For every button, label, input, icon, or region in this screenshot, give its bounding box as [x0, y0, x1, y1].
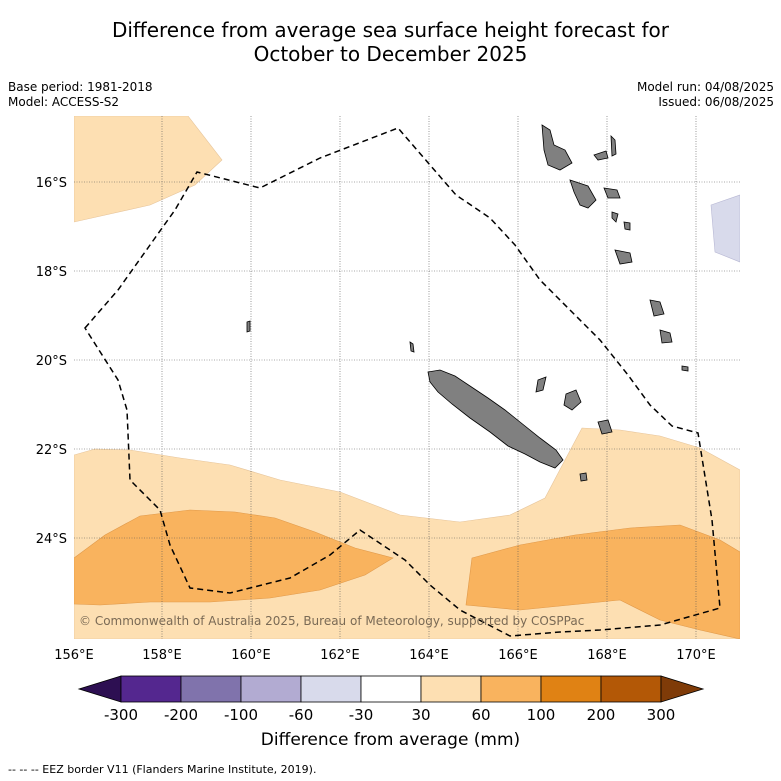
colorbar-tick-label: -200 [164, 706, 198, 724]
anomaly-contour-60-100-west [74, 509, 394, 606]
lon-label: 160°E [231, 648, 271, 663]
colorbar-tick-label: -300 [104, 706, 138, 724]
colorbar-tick-label: 100 [527, 706, 556, 724]
title-line-1: Difference from average sea surface heig… [111, 18, 670, 42]
eez-border [84, 127, 721, 637]
colorbar-tick-label: 300 [647, 706, 676, 724]
colorbar [77, 675, 705, 703]
colorbar-swatch [300, 675, 362, 703]
colorbar-swatch [420, 675, 482, 703]
colorbar-tick-labels: -300 -200 -100 -60 -30 30 60 100 200 300 [104, 706, 675, 724]
colorbar-swatch [480, 675, 542, 703]
colorbar-swatch [600, 675, 662, 703]
lat-label: 20°S [36, 354, 67, 369]
lat-label: 22°S [36, 443, 67, 458]
colorbar-swatch [540, 675, 602, 703]
copyright-credit: © Commonwealth of Australia 2025, Bureau… [79, 614, 585, 628]
colorbar-tick-label: 30 [411, 706, 430, 724]
colorbar-swatch [120, 675, 182, 703]
colorbar-tick-label: 200 [587, 706, 616, 724]
lon-label: 170°E [676, 648, 716, 663]
title-line-2: October to December 2025 [253, 42, 528, 66]
meta-left: Base period: 1981-2018 Model: ACCESS-S2 [8, 80, 153, 110]
base-period-text: Base period: 1981-2018 [8, 80, 153, 94]
colorbar-tick-label: -30 [349, 706, 374, 724]
colorbar-label: Difference from average (mm) [260, 730, 521, 750]
colorbar-tick-label: -60 [289, 706, 314, 724]
eez-legend-footer: -- -- -- EEZ border V11 (Flanders Marine… [8, 763, 317, 776]
lon-label: 158°E [142, 648, 182, 663]
lon-label: 162°E [320, 648, 360, 663]
colorbar-tick-label: -100 [224, 706, 258, 724]
anomaly-contour-neg30-60-east [710, 194, 740, 263]
lon-label: 164°E [409, 648, 449, 663]
land-vanuatu [246, 124, 689, 372]
lon-label: 156°E [54, 648, 94, 663]
latitude-labels: 16°S 18°S 20°S 22°S 24°S [36, 176, 67, 547]
issued-text: Issued: 06/08/2025 [658, 95, 774, 109]
model-text: Model: ACCESS-S2 [8, 95, 120, 109]
model-run-text: Model run: 04/08/2025 [636, 80, 774, 94]
anomaly-contour-60-100-east [465, 524, 740, 639]
colorbar-swatch [180, 675, 242, 703]
lat-label: 18°S [36, 265, 67, 280]
colorbar-tick-label: 60 [471, 706, 490, 724]
lon-label: 166°E [498, 648, 538, 663]
meta-right: Model run: 04/08/2025 Issued: 06/08/2025 [637, 80, 774, 110]
map-area [74, 116, 740, 639]
anomaly-contour-30-60-north [74, 116, 223, 223]
colorbar-extension-high [660, 675, 705, 703]
lat-label: 24°S [36, 532, 67, 547]
colorbar-swatch [360, 675, 422, 703]
land-new-caledonia [409, 341, 613, 482]
map-title: Difference from average sea surface heig… [0, 18, 781, 66]
colorbar-extension-low [77, 675, 122, 703]
colorbar-swatch [240, 675, 302, 703]
gridlines [74, 116, 740, 639]
lon-label: 168°E [587, 648, 627, 663]
longitude-labels: 156°E 158°E 160°E 162°E 164°E 166°E 168°… [54, 648, 716, 663]
lat-label: 16°S [36, 176, 67, 191]
